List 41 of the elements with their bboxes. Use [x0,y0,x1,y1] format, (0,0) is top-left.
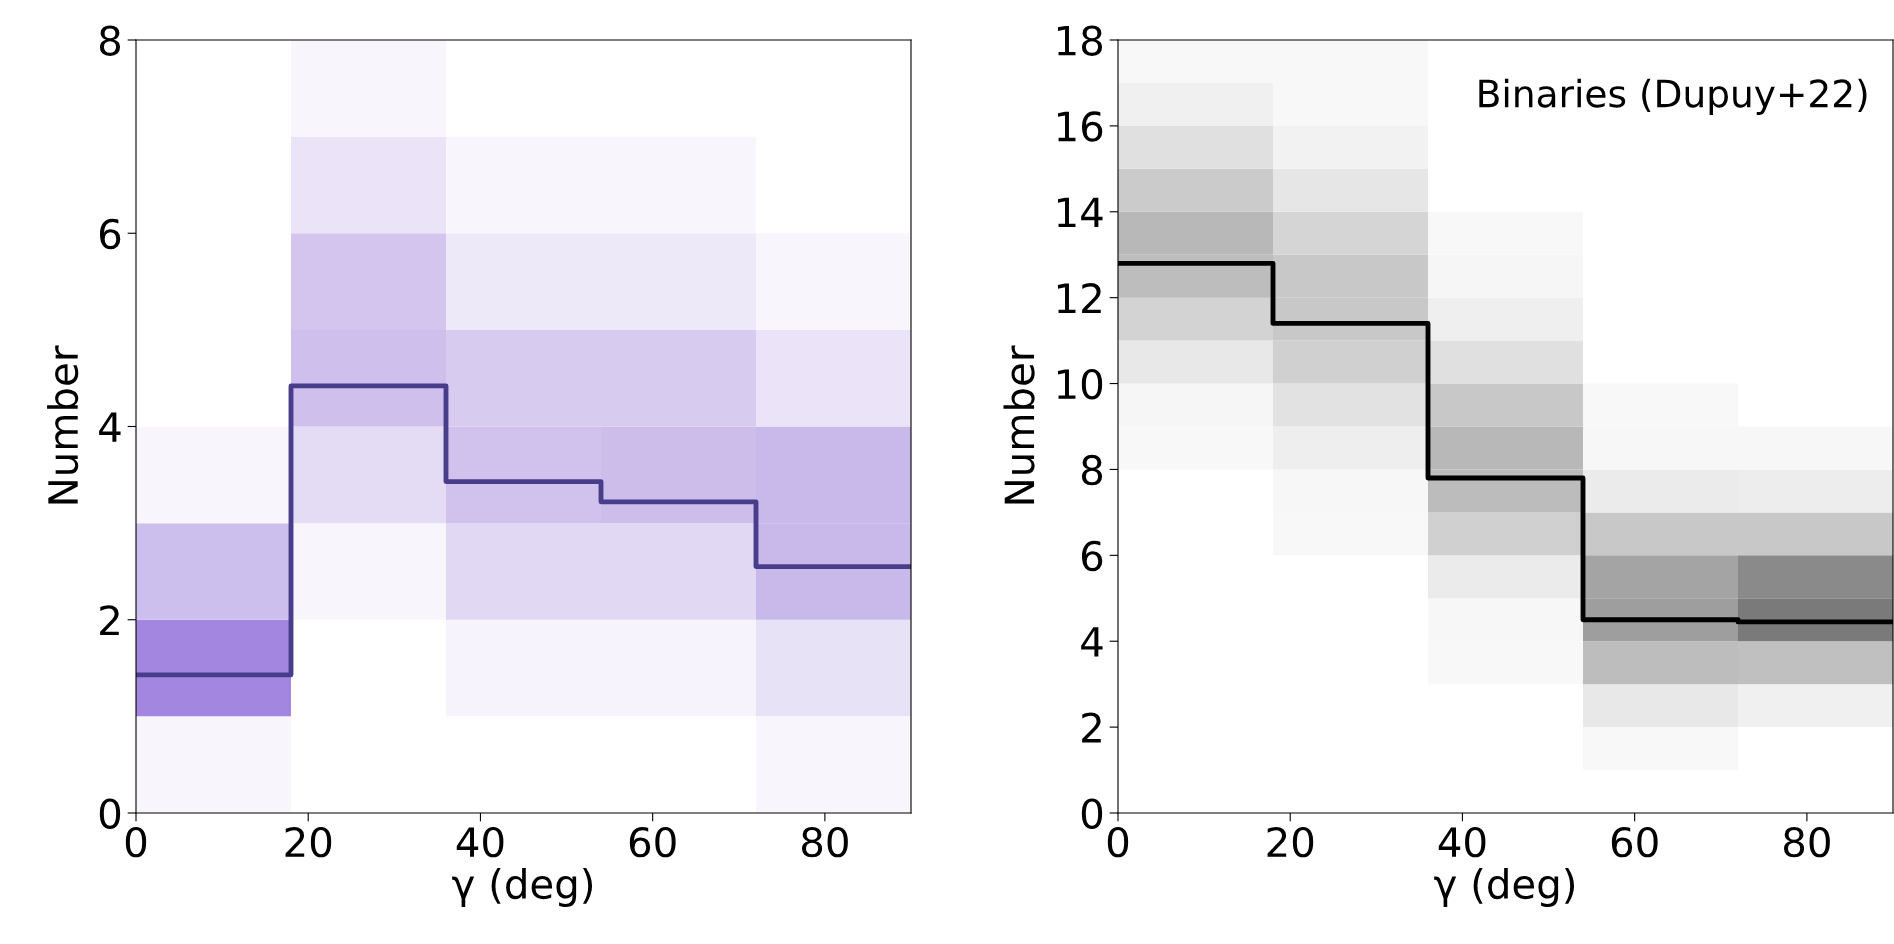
bar [136,716,291,813]
x-tick-label: 60 [1611,826,1658,858]
x-axis-title: γ (deg) [452,867,593,907]
x-tick-label: 20 [1267,826,1314,858]
y-tick-label: 4 [1081,627,1103,657]
x-tick-label: 60 [629,826,676,858]
bar [1118,168,1273,212]
y-tick-label: 4 [99,412,121,442]
bar [136,619,291,717]
y-tick-label: 6 [99,218,121,250]
x-tick-label: 80 [801,826,848,858]
annotation: Binaries (Dupuy+22) [1479,78,1867,115]
x-tick-label: 80 [1783,826,1830,858]
y-tick-label: 16 [1057,111,1103,142]
y-tick-label: 2 [1082,712,1101,743]
x-tick-label: 0 [1107,826,1129,858]
bar [756,716,911,813]
bar [136,523,291,620]
y-tick-label: 0 [99,798,121,829]
y-tick-label: 2 [100,605,119,636]
y-tick-label: 6 [1081,540,1103,572]
bar [291,136,446,234]
bar [756,329,911,427]
x-tick-label: 40 [456,826,504,858]
y-tick-label: 0 [1081,798,1103,829]
y-axis-title: Number [1003,345,1035,504]
bar [291,40,446,137]
y-tick-label: 18 [1057,25,1103,56]
y-tick-label: 14 [1057,197,1103,228]
x-tick-label: 0 [125,826,147,858]
x-tick-label: 20 [285,826,332,858]
y-tick-label: 8 [1081,454,1103,486]
y-tick-label: 12 [1057,283,1101,313]
y-tick-label: 10 [1057,368,1103,400]
bar [756,619,911,717]
bar [291,426,446,524]
y-axis-title: Number [47,345,79,504]
x-axis-title: γ (deg) [1434,867,1575,907]
bar [1738,555,1893,599]
y-tick-label: 8 [99,25,121,56]
x-tick-label: 40 [1438,826,1486,858]
